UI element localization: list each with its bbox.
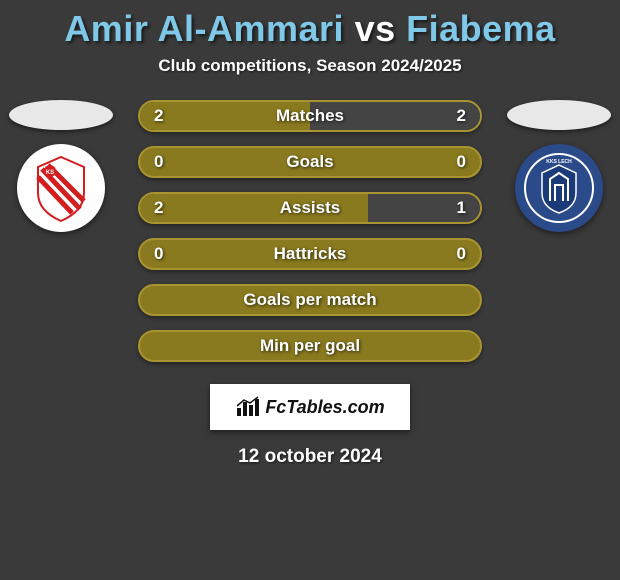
- stat-row: 2 2 Matches: [138, 100, 482, 132]
- comparison-arena: KS KKS LECH 2 2 Matches 0 0 Goals 2 1 Assists 0 0 H…: [0, 100, 620, 380]
- date-line: 12 october 2024: [0, 446, 620, 468]
- stat-value-left: 0: [154, 152, 163, 172]
- stat-value-right: 0: [457, 152, 466, 172]
- stat-value-right: 0: [457, 244, 466, 264]
- brand-box: FcTables.com: [210, 384, 410, 430]
- club-badge-right: KKS LECH: [515, 144, 603, 232]
- player-right-slot: KKS LECH: [504, 100, 614, 232]
- brand-text: FcTables.com: [265, 397, 384, 418]
- title-vs: vs: [355, 8, 396, 49]
- page-title: Amir Al-Ammari vs Fiabema: [0, 0, 620, 50]
- stat-row: Goals per match: [138, 284, 482, 316]
- stats-column: 2 2 Matches 0 0 Goals 2 1 Assists 0 0 Hattricks Goal…: [138, 100, 482, 376]
- player-left-slot: KS: [6, 100, 116, 232]
- title-player2: Fiabema: [406, 8, 556, 49]
- stat-label: Goals per match: [243, 290, 376, 310]
- player-right-silhouette: [507, 100, 611, 130]
- svg-text:KKS LECH: KKS LECH: [546, 159, 572, 165]
- club-badge-left: KS: [17, 144, 105, 232]
- stat-label: Min per goal: [260, 336, 360, 356]
- stat-label: Assists: [280, 198, 340, 218]
- stat-label: Goals: [286, 152, 333, 172]
- stat-row: 0 0 Hattricks: [138, 238, 482, 270]
- stat-value-left: 0: [154, 244, 163, 264]
- svg-text:KS: KS: [46, 170, 54, 176]
- stat-row: 0 0 Goals: [138, 146, 482, 178]
- stat-value-right: 1: [457, 198, 466, 218]
- stat-label: Matches: [276, 106, 344, 126]
- player-left-silhouette: [9, 100, 113, 130]
- stat-value-left: 2: [154, 106, 163, 126]
- stat-row: 2 1 Assists: [138, 192, 482, 224]
- stat-row: Min per goal: [138, 330, 482, 362]
- title-player1: Amir Al-Ammari: [64, 8, 344, 49]
- lech-crest-icon: KKS LECH: [522, 151, 596, 225]
- subtitle: Club competitions, Season 2024/2025: [0, 56, 620, 76]
- bars-icon: [235, 396, 261, 418]
- stat-value-left: 2: [154, 198, 163, 218]
- stat-value-right: 2: [457, 106, 466, 126]
- stat-label: Hattricks: [274, 244, 347, 264]
- cracovia-crest-icon: KS: [24, 151, 98, 225]
